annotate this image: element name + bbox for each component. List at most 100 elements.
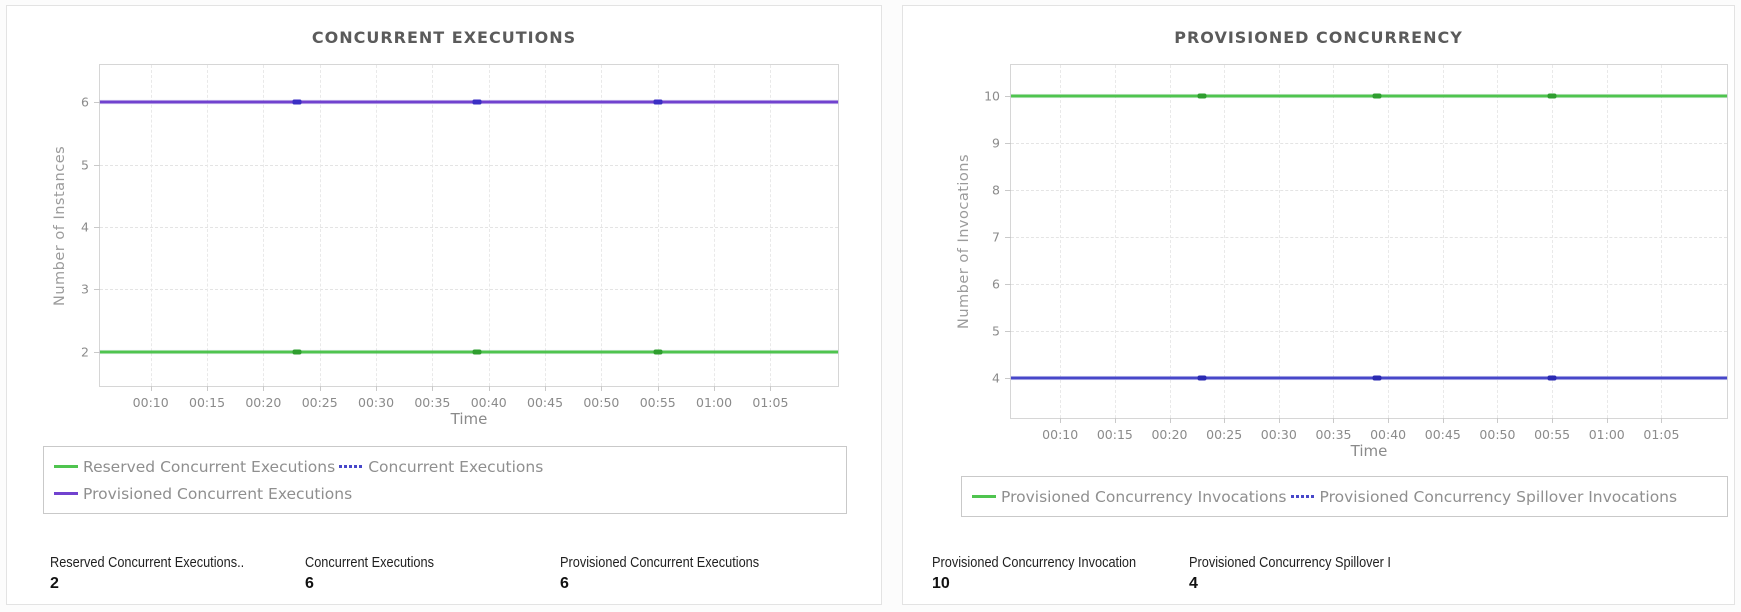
x-tick-label: 00:15 [1096, 427, 1133, 442]
x-tick-mark [1552, 418, 1554, 423]
stat-item: Reserved Concurrent Executions.. 2 [50, 554, 305, 593]
x-gridline [319, 65, 321, 386]
x-tick-mark [263, 386, 265, 391]
x-tick-mark [1278, 418, 1280, 423]
x-tick-mark [207, 386, 209, 391]
x-tick-mark [1661, 418, 1663, 423]
y-tick-mark [1005, 189, 1011, 191]
y-axis-title: Number of Instances [52, 145, 68, 306]
x-tick-label: 00:40 [470, 395, 507, 410]
x-tick-mark [1224, 418, 1226, 423]
x-tick-mark [1169, 418, 1171, 423]
x-gridline [1114, 65, 1116, 418]
legend-item[interactable]: Reserved Concurrent Executions [54, 453, 335, 480]
x-tick-mark [714, 386, 716, 391]
x-tick-label: 00:40 [1370, 427, 1407, 442]
y-tick-label: 6 [81, 94, 89, 110]
x-tick-label: 00:50 [583, 395, 620, 410]
x-tick-mark [1497, 418, 1499, 423]
y-gridline [1011, 283, 1727, 285]
x-tick-mark [488, 386, 490, 391]
x-tick-label: 01:05 [1643, 427, 1680, 442]
x-axis-title: Time [1350, 442, 1388, 460]
data-point-marker [653, 99, 663, 105]
y-tick-mark [94, 227, 100, 229]
plot-area[interactable]: 2 3 4 5 6 00:10 00:15 00:20 00:25 00:30 00:35 00:40… [81, 64, 839, 410]
x-gridline [1661, 65, 1663, 418]
plot-area[interactable]: 4 5 6 7 8 9 10 00:10 00:15 00:20 00:25 00:30 00:35 00… [984, 64, 1728, 442]
x-tick-mark [376, 386, 378, 391]
x-tick-label: 00:25 [1206, 427, 1243, 442]
data-point-marker [292, 99, 302, 105]
x-tick-label: 01:05 [752, 395, 789, 410]
legend: Reserved Concurrent Executions Concurrent… [43, 446, 847, 514]
y-tick-label: 5 [81, 157, 89, 173]
y-tick-mark [1005, 236, 1011, 238]
y-gridline [1011, 236, 1727, 238]
x-gridline [1278, 65, 1280, 418]
x-tick-mark [1114, 418, 1116, 423]
x-tick-mark [1606, 418, 1608, 423]
stat-label: Provisioned Concurrency Spillover I [1189, 554, 1391, 571]
series-line [100, 350, 838, 354]
y-gridline [100, 289, 838, 291]
x-tick-mark [1442, 418, 1444, 423]
stat-item: Concurrent Executions 6 [305, 554, 560, 593]
y-tick-mark [94, 164, 100, 166]
legend-marker-line [54, 465, 78, 468]
x-tick-label: 00:10 [132, 395, 169, 410]
x-gridline [1060, 65, 1062, 418]
x-tick-label: 00:30 [1260, 427, 1297, 442]
data-point-marker [472, 99, 482, 105]
legend-marker-line [54, 492, 78, 495]
y-tick-label: 10 [984, 88, 1000, 104]
y-gridline [100, 227, 838, 229]
y-tick-mark [1005, 142, 1011, 144]
x-tick-label: 00:10 [1042, 427, 1079, 442]
x-tick-label: 01:00 [696, 395, 733, 410]
x-gridline [1388, 65, 1390, 418]
legend-item[interactable]: Provisioned Concurrency Invocations [972, 483, 1287, 510]
x-gridline [1442, 65, 1444, 418]
provisioned-concurrency-panel: PROVISIONED CONCURRENCY Number of Invoca… [902, 5, 1735, 605]
x-tick-label: 00:35 [1315, 427, 1352, 442]
legend-item[interactable]: Provisioned Concurrency Spillover Invoca… [1290, 483, 1677, 510]
stat-label: Concurrent Executions [305, 554, 434, 571]
x-gridline [376, 65, 378, 386]
x-axis-title: Time [450, 410, 488, 428]
chart-title: PROVISIONED CONCURRENCY [1174, 28, 1463, 47]
data-point-marker [1197, 375, 1207, 381]
y-tick-mark [1005, 330, 1011, 332]
stat-label: Provisioned Concurrency Invocation [932, 554, 1137, 571]
stat-value: 2 [50, 575, 59, 592]
legend-item[interactable]: Provisioned Concurrent Executions [54, 480, 352, 507]
x-tick-label: 00:55 [1534, 427, 1571, 442]
legend-item[interactable]: Concurrent Executions [339, 453, 543, 480]
x-tick-mark [601, 386, 603, 391]
data-point-marker [1547, 93, 1557, 99]
x-tick-label: 00:20 [245, 395, 282, 410]
x-gridline [207, 65, 209, 386]
stats-row: Reserved Concurrent Executions.. 2 Concurr… [50, 554, 815, 593]
y-tick-mark [1005, 283, 1011, 285]
y-gridline [1011, 142, 1727, 144]
x-tick-label: 00:20 [1151, 427, 1188, 442]
stat-value: 4 [1189, 575, 1198, 592]
y-tick-mark [1005, 377, 1011, 379]
data-point-marker [653, 349, 663, 355]
y-tick-label: 4 [992, 370, 1000, 386]
x-gridline [770, 65, 772, 386]
x-tick-label: 00:45 [1424, 427, 1461, 442]
y-tick-label: 6 [992, 276, 1000, 292]
x-gridline [714, 65, 716, 386]
x-tick-label: 00:15 [189, 395, 226, 410]
data-point-marker [1372, 375, 1382, 381]
y-gridline [1011, 330, 1727, 332]
y-tick-label: 9 [992, 135, 1000, 151]
x-gridline [657, 65, 659, 386]
y-tick-label: 5 [992, 323, 1000, 339]
x-tick-mark [432, 386, 434, 391]
concurrent-executions-panel: CONCURRENT EXECUTIONS Number of Instance… [6, 5, 882, 605]
x-tick-mark [1333, 418, 1335, 423]
legend-marker-line [972, 495, 996, 498]
